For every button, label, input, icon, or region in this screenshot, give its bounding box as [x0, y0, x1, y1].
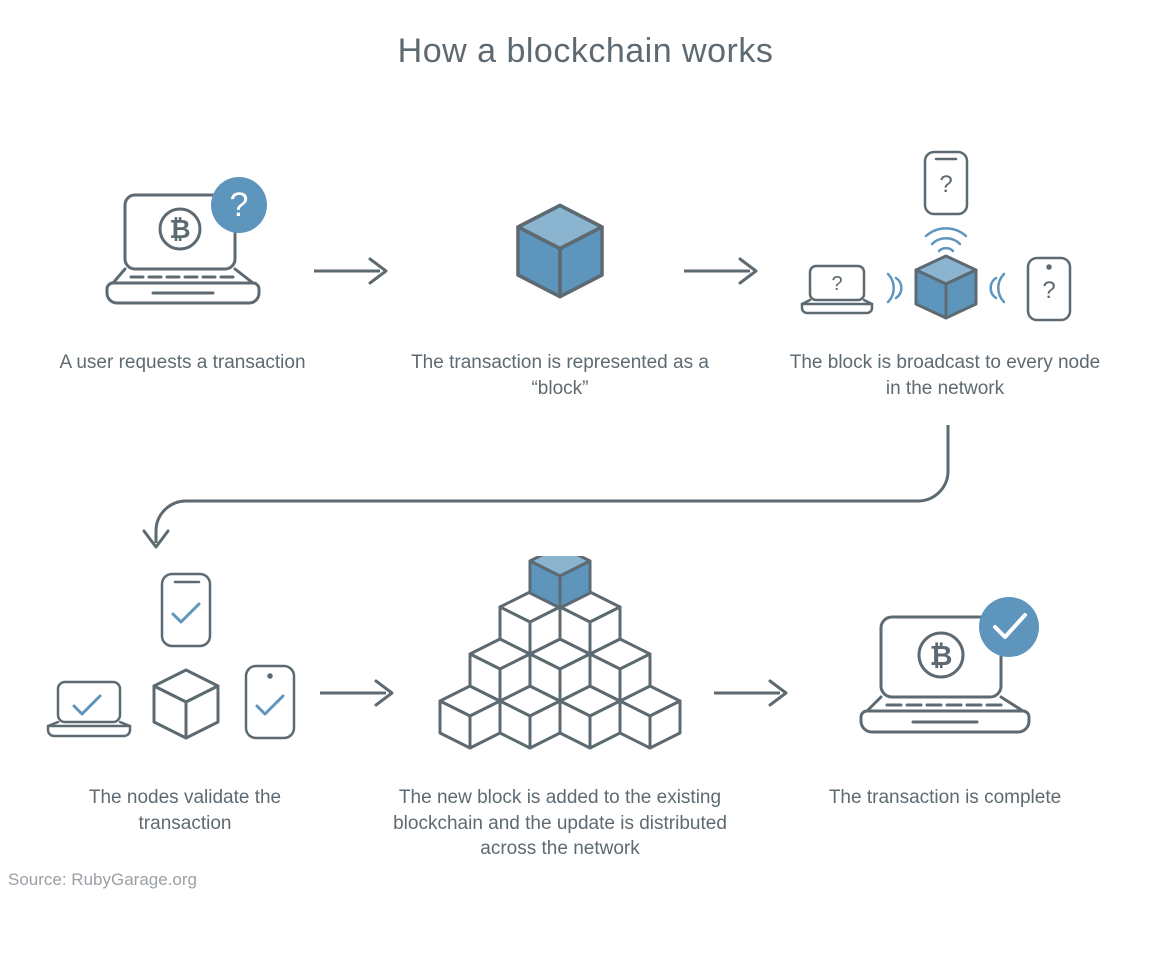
- svg-text:₿: ₿: [169, 214, 190, 244]
- svg-text:₿: ₿: [930, 640, 953, 671]
- step-validate: The nodes validate the transaction: [40, 561, 330, 836]
- source-attribution: Source: RubyGarage.org: [8, 870, 197, 890]
- block-icon: [500, 191, 620, 311]
- svg-text:?: ?: [1042, 277, 1055, 304]
- svg-text:?: ?: [831, 273, 842, 295]
- step-caption: The transaction is represented as a “blo…: [405, 350, 715, 401]
- laptop-question-icon: ₿ ?: [83, 171, 283, 331]
- broadcast-icon: ?: [780, 146, 1110, 336]
- arrow-icon: [710, 675, 796, 711]
- arrow-icon: [316, 675, 402, 711]
- step-caption: The new block is added to the existing b…: [390, 785, 730, 862]
- step-complete: ₿ The transaction is complete: [800, 581, 1090, 811]
- step-block: The transaction is represented as a “blo…: [405, 166, 715, 401]
- step-caption: A user requests a transaction: [55, 350, 310, 376]
- step-caption: The nodes validate the transaction: [40, 785, 330, 836]
- step-caption: The transaction is complete: [800, 785, 1090, 811]
- step-broadcast: ?: [780, 146, 1110, 401]
- diagram-title: How a blockchain works: [0, 0, 1171, 71]
- validate-icon: [40, 566, 330, 766]
- svg-text:?: ?: [229, 186, 248, 224]
- step-caption: The block is broadcast to every node in …: [780, 350, 1110, 401]
- arrow-icon: [680, 253, 766, 289]
- step-user-requests: ₿ ? A user requests a transaction: [55, 166, 310, 376]
- arrow-icon: [310, 253, 396, 289]
- laptop-check-icon: ₿: [835, 589, 1055, 764]
- wrap-arrow-icon: [130, 421, 1000, 561]
- diagram-canvas: ₿ ? A user requests a transaction The tr…: [0, 71, 1171, 979]
- step-stack: The new block is added to the existing b…: [390, 551, 730, 862]
- svg-text:?: ?: [939, 171, 952, 198]
- blockchain-stack-icon: [420, 556, 700, 766]
